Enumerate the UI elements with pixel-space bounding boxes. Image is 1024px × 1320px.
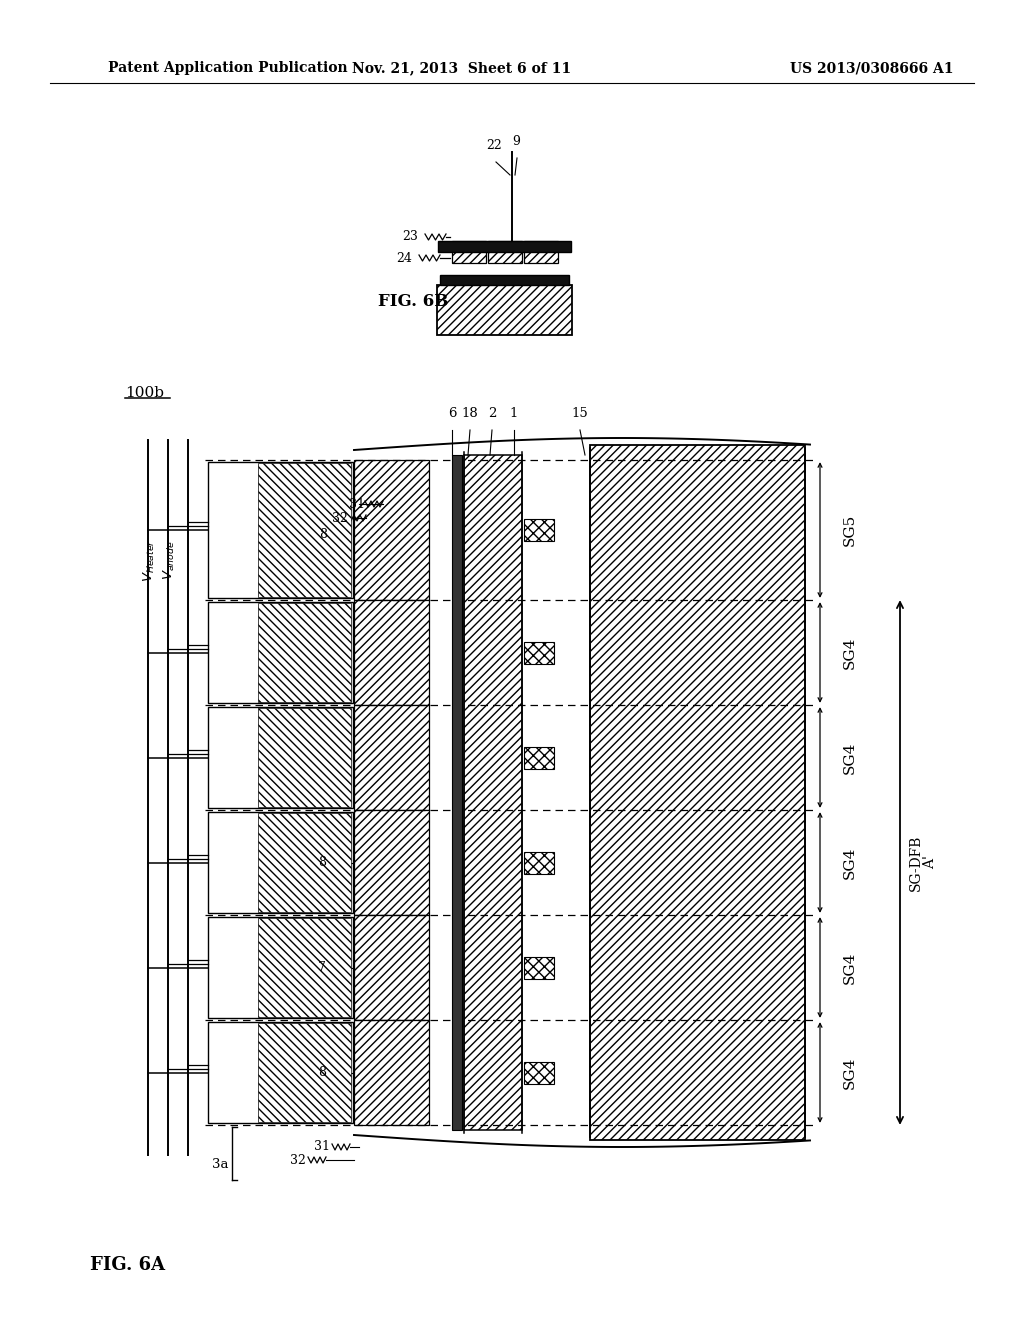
Text: 22: 22	[486, 139, 502, 152]
Bar	[487, 242, 521, 263]
Bar	[437, 285, 572, 335]
Bar	[258, 708, 351, 807]
Text: 31: 31	[349, 498, 365, 511]
Text: Patent Application Publication: Patent Application Publication	[108, 61, 347, 75]
Text: A': A'	[923, 855, 937, 870]
Bar	[440, 275, 569, 285]
Text: 2: 2	[487, 407, 497, 420]
Bar	[258, 917, 351, 1016]
Text: $V_{anode}$: $V_{anode}$	[162, 540, 176, 579]
Text: FIG. 6B: FIG. 6B	[378, 293, 449, 310]
Bar	[524, 519, 554, 541]
Bar	[208, 917, 353, 1018]
Text: SG-DFB: SG-DFB	[909, 834, 923, 891]
Text: FIG. 6A: FIG. 6A	[90, 1257, 165, 1274]
Text: US 2013/0308666 A1: US 2013/0308666 A1	[791, 61, 953, 75]
Text: 23: 23	[402, 231, 418, 243]
Bar	[438, 242, 571, 252]
Text: SG4: SG4	[843, 952, 857, 983]
Bar	[523, 242, 557, 263]
Bar	[258, 1023, 351, 1122]
Bar	[524, 642, 554, 664]
Bar	[208, 812, 353, 913]
Bar	[208, 708, 353, 808]
Text: 7: 7	[318, 961, 326, 974]
Text: 9: 9	[512, 135, 520, 148]
Bar	[258, 603, 351, 702]
Text: 3a: 3a	[212, 1159, 228, 1172]
Text: 15: 15	[571, 407, 589, 420]
Bar	[524, 957, 554, 978]
Text: 8: 8	[319, 528, 327, 541]
Text: SG4: SG4	[843, 846, 857, 879]
Text: 18: 18	[462, 407, 478, 420]
Bar	[208, 602, 353, 704]
Bar	[452, 242, 485, 263]
Text: 100b: 100b	[126, 385, 165, 400]
Bar	[258, 813, 351, 912]
Bar	[524, 1061, 554, 1084]
Text: Nov. 21, 2013  Sheet 6 of 11: Nov. 21, 2013 Sheet 6 of 11	[352, 61, 571, 75]
Bar	[354, 601, 429, 705]
Bar	[524, 747, 554, 768]
Text: 8: 8	[318, 855, 326, 869]
Bar	[208, 462, 353, 598]
Bar	[524, 851, 554, 874]
Bar	[354, 915, 429, 1020]
Text: 31: 31	[314, 1140, 330, 1154]
Text: 6: 6	[447, 407, 457, 420]
Bar	[354, 705, 429, 810]
Text: 1: 1	[510, 407, 518, 420]
Bar	[258, 463, 351, 597]
Text: SG5: SG5	[843, 513, 857, 546]
Text: $V_{Heater}$: $V_{Heater}$	[141, 539, 157, 582]
Text: SG4: SG4	[843, 636, 857, 669]
Bar	[354, 459, 429, 601]
Bar	[354, 1020, 429, 1125]
Bar	[354, 810, 429, 915]
Text: SG4: SG4	[843, 742, 857, 774]
Text: 32: 32	[290, 1154, 306, 1167]
Bar	[464, 455, 522, 1130]
Bar	[208, 1022, 353, 1123]
Bar	[452, 455, 462, 1130]
Bar	[590, 445, 805, 1140]
Text: 24: 24	[396, 252, 412, 264]
Text: 8: 8	[318, 1067, 326, 1078]
Text: SG4: SG4	[843, 1056, 857, 1089]
Text: 32: 32	[332, 511, 348, 524]
